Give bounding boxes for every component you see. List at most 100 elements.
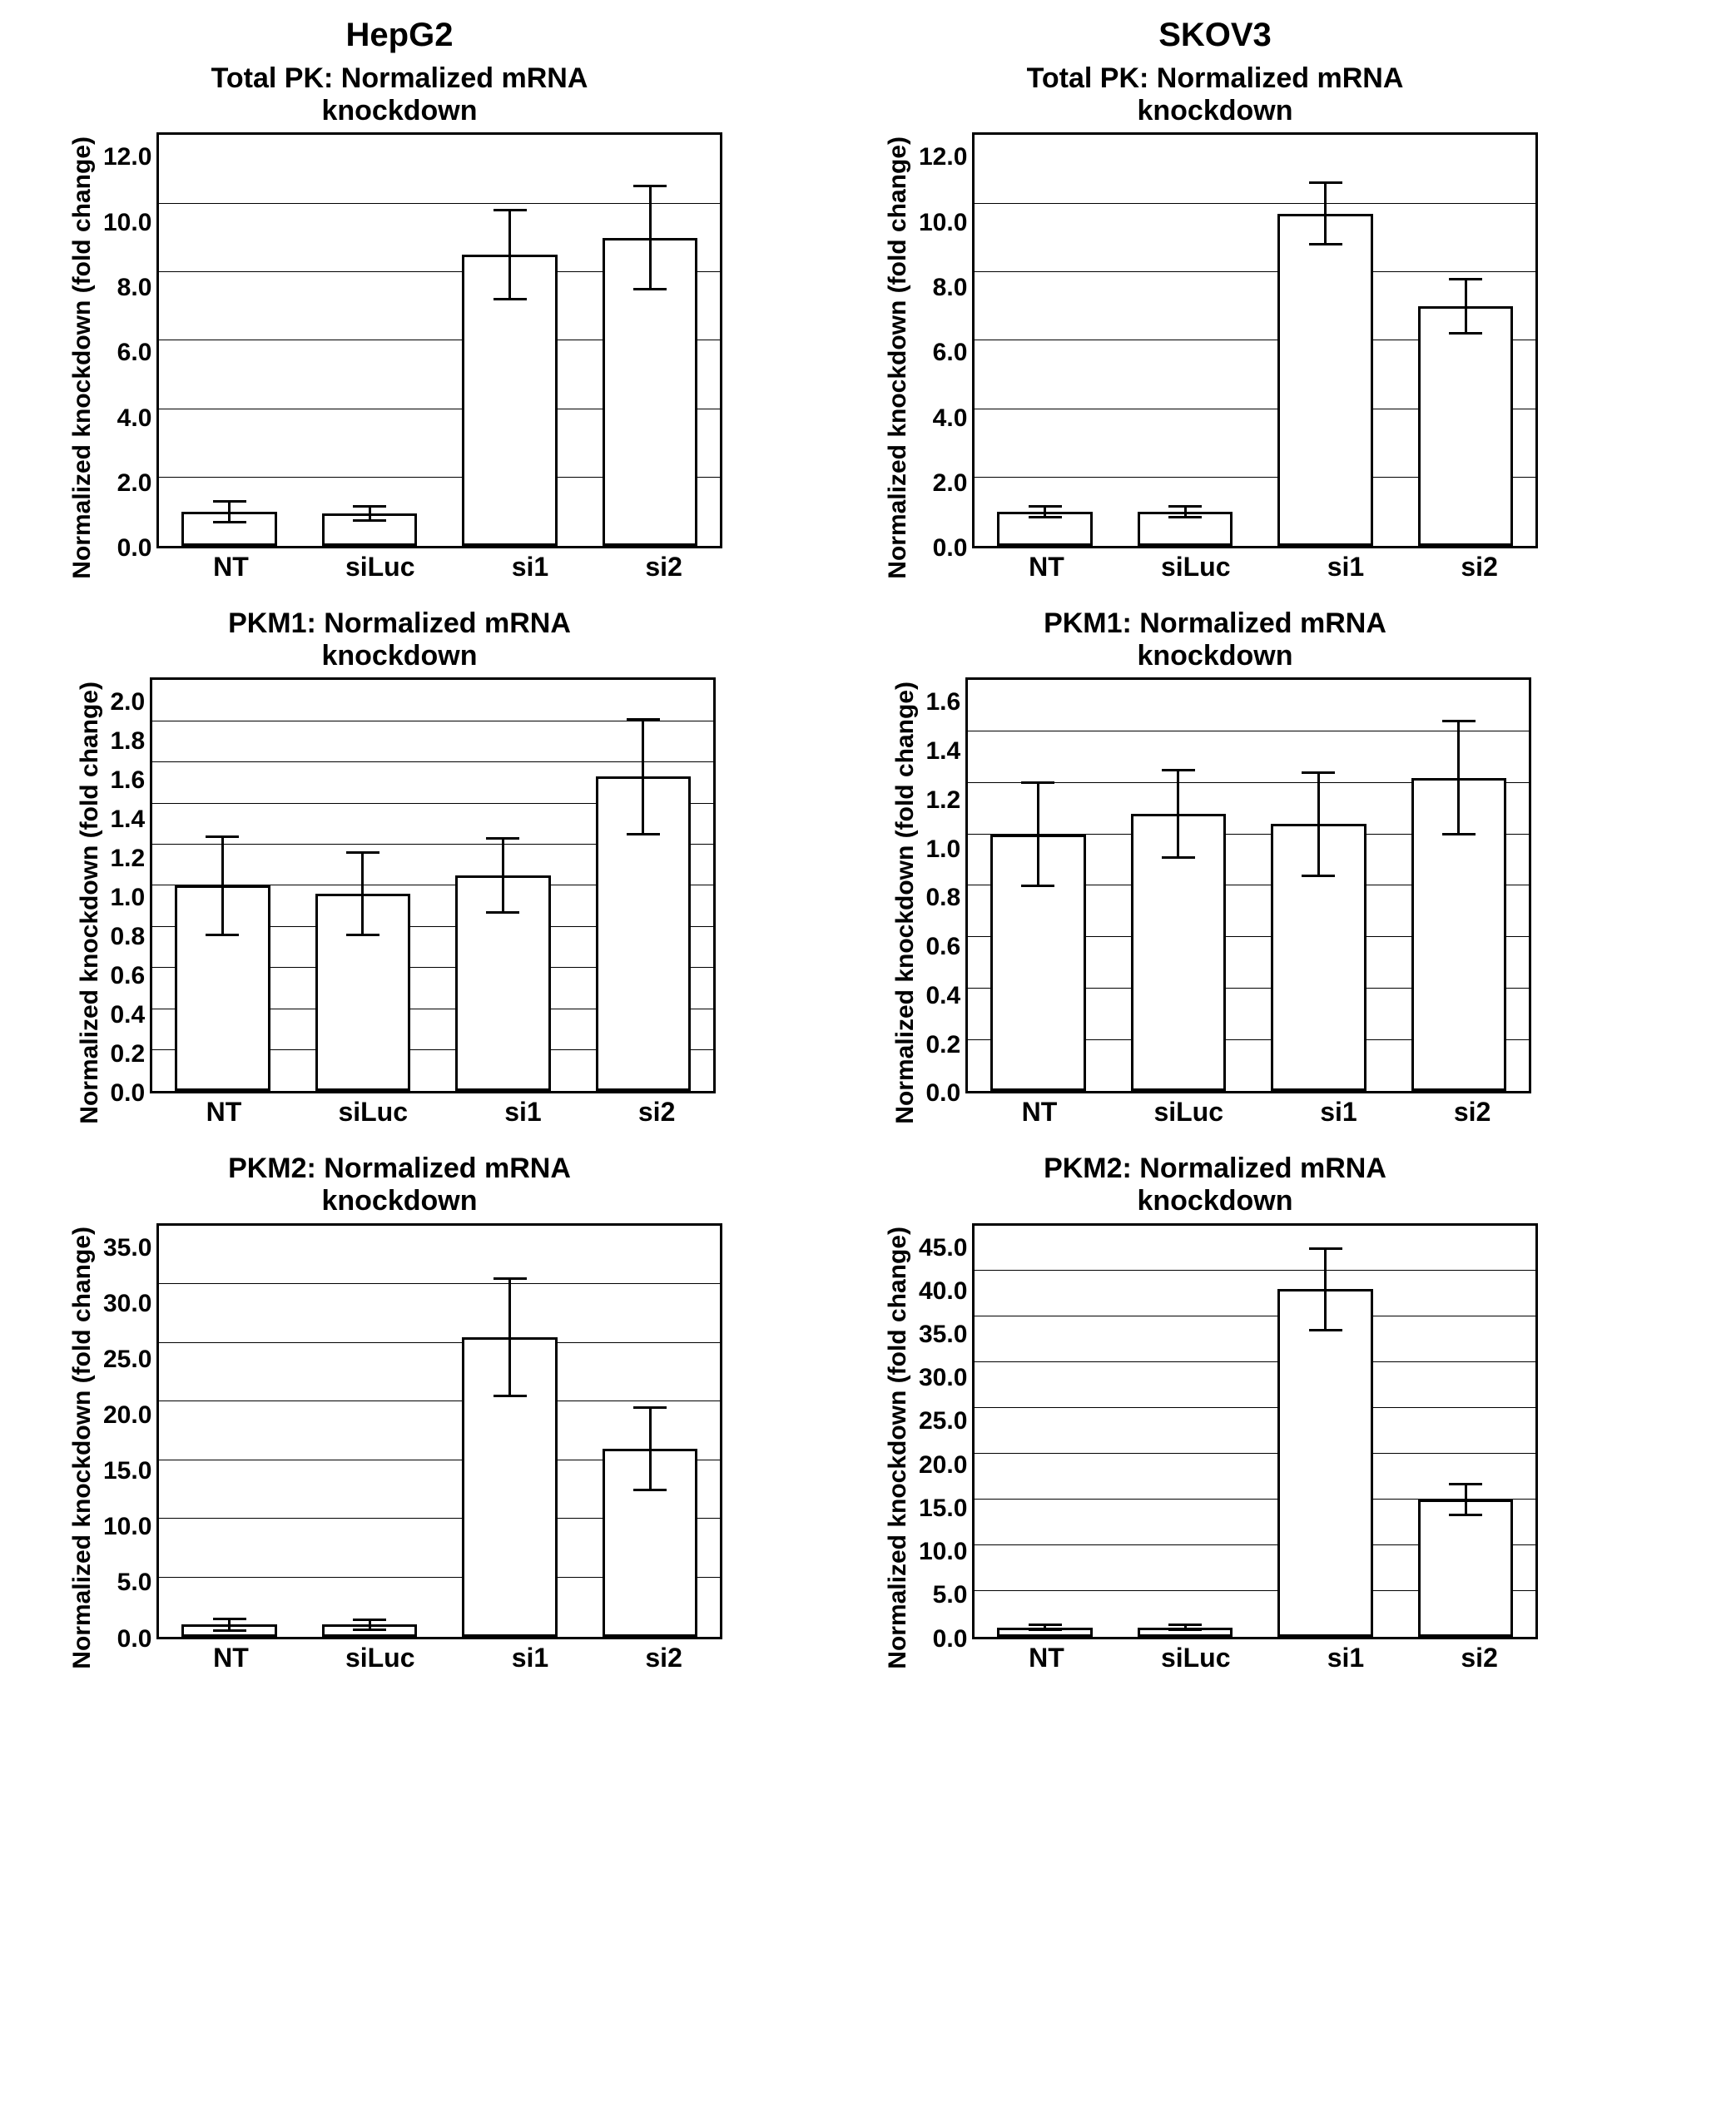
y-tick: 1.4	[926, 739, 961, 764]
y-tick: 10.0	[103, 1515, 151, 1539]
error-bar-cap	[494, 209, 527, 211]
error-bar-cap	[633, 1489, 667, 1491]
x-tick-labels: NTsiLucsi1si2	[926, 1097, 1540, 1128]
y-tick: 12.0	[919, 145, 967, 170]
y-tick: 0.0	[933, 1627, 968, 1652]
error-bar	[1324, 183, 1327, 245]
y-tick: 25.0	[103, 1347, 151, 1372]
y-axis-label: Normalized knockdown (fold change)	[76, 682, 104, 1124]
y-tick: 1.6	[926, 690, 961, 715]
y-tick: 4.0	[933, 406, 968, 431]
error-bar-cap	[1029, 505, 1062, 508]
x-tick-labels: NTsiLucsi1si2	[103, 552, 731, 583]
error-bar-cap	[353, 505, 386, 508]
error-bar-cap	[1449, 1483, 1482, 1485]
x-tick-labels: NTsiLucsi1si2	[111, 1097, 724, 1128]
error-bar-cap	[1309, 1247, 1342, 1250]
error-bar	[508, 211, 511, 300]
error-bar-cap	[1442, 720, 1476, 722]
error-bar-cap	[494, 1395, 527, 1397]
y-tick: 8.0	[117, 275, 152, 300]
x-tick-labels: NTsiLucsi1si2	[919, 1643, 1546, 1673]
grid-line	[975, 1453, 1535, 1454]
y-tick: 1.2	[111, 846, 146, 871]
grid-line	[159, 1342, 720, 1343]
error-bar-cap	[206, 934, 239, 936]
error-bar-cap	[346, 851, 379, 854]
error-bar-cap	[494, 1277, 527, 1280]
error-bar-cap	[1162, 856, 1195, 859]
error-bar-cap	[1309, 1329, 1342, 1331]
x-tick: siLuc	[1153, 1097, 1223, 1128]
error-bar-cap	[1029, 516, 1062, 518]
error-bar-cap	[633, 1406, 667, 1409]
y-tick: 15.0	[919, 1496, 967, 1521]
error-bar	[1465, 1484, 1467, 1515]
error-bar-cap	[1029, 1624, 1062, 1626]
y-tick: 4.0	[117, 406, 152, 431]
y-tick: 15.0	[103, 1459, 151, 1484]
y-tick: 25.0	[919, 1409, 967, 1434]
y-axis-label: Normalized knockdown (fold change)	[68, 1227, 97, 1669]
error-bar-cap	[627, 718, 660, 721]
y-tick: 1.2	[926, 788, 961, 813]
grid-line	[159, 203, 720, 204]
error-bar-cap	[213, 1629, 246, 1632]
chart: PKM1: Normalized mRNAknockdownNormalized…	[832, 607, 1598, 1128]
y-tick: 0.0	[117, 536, 152, 561]
y-tick: 1.0	[926, 837, 961, 862]
y-tick-labels: 2.01.81.61.41.21.00.80.60.40.20.0	[111, 677, 151, 1093]
y-tick: 0.2	[111, 1042, 146, 1067]
error-bar-cap	[1168, 1624, 1202, 1626]
error-bar	[649, 186, 652, 290]
grid-line	[975, 1407, 1535, 1408]
y-tick: 35.0	[919, 1322, 967, 1347]
error-bar-cap	[1168, 516, 1202, 518]
error-bar	[642, 719, 644, 834]
y-tick: 0.8	[111, 925, 146, 949]
error-bar-cap	[1449, 278, 1482, 280]
y-tick: 2.0	[933, 471, 968, 496]
x-tick: NT	[1029, 1643, 1064, 1673]
error-bar	[221, 836, 224, 935]
x-tick: NT	[213, 1643, 249, 1673]
x-tick: siLuc	[1161, 1643, 1231, 1673]
error-bar-cap	[1309, 243, 1342, 245]
error-bar	[508, 1278, 511, 1396]
x-tick: si1	[1327, 552, 1364, 583]
x-tick: si2	[1454, 1097, 1490, 1128]
error-bar-cap	[1302, 875, 1335, 877]
bar	[1277, 214, 1373, 546]
x-tick: si1	[1320, 1097, 1357, 1128]
chart: PKM2: Normalized mRNAknockdownNormalized…	[17, 1153, 782, 1673]
bar	[1418, 306, 1514, 546]
y-tick: 0.0	[926, 1081, 961, 1106]
error-bar-cap	[206, 835, 239, 838]
x-tick: siLuc	[1161, 552, 1231, 583]
grid-line	[152, 761, 713, 762]
y-tick-labels: 1.61.41.21.00.80.60.40.20.0	[926, 677, 966, 1093]
chart: PKM1: Normalized mRNAknockdownNormalized…	[17, 607, 782, 1128]
x-tick: siLuc	[345, 552, 415, 583]
y-tick: 30.0	[919, 1366, 967, 1391]
grid-line	[159, 1283, 720, 1284]
y-tick: 1.6	[111, 768, 146, 793]
y-tick: 6.0	[933, 340, 968, 365]
bar	[1277, 1289, 1373, 1636]
x-tick: si2	[645, 1643, 682, 1673]
plot-area	[156, 132, 722, 548]
plot-area	[972, 1223, 1538, 1639]
y-tick: 0.6	[926, 934, 961, 959]
x-tick: si1	[512, 1643, 548, 1673]
y-tick: 45.0	[919, 1236, 967, 1261]
y-tick: 1.8	[111, 729, 146, 754]
y-tick: 2.0	[117, 471, 152, 496]
y-axis-label: Normalized knockdown (fold change)	[68, 136, 97, 579]
y-tick: 35.0	[103, 1236, 151, 1261]
error-bar-cap	[1442, 833, 1476, 835]
y-tick: 10.0	[919, 1539, 967, 1564]
column-header: HepG2	[17, 17, 782, 54]
error-bar	[1324, 1248, 1327, 1331]
y-tick: 0.2	[926, 1033, 961, 1058]
error-bar	[502, 839, 504, 913]
